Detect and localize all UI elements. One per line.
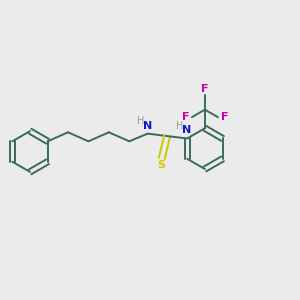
Text: F: F xyxy=(201,84,208,94)
Text: F: F xyxy=(221,112,228,122)
Text: H: H xyxy=(137,116,144,126)
Text: N: N xyxy=(182,125,191,135)
Text: S: S xyxy=(158,160,166,170)
Text: H: H xyxy=(176,121,183,131)
Text: N: N xyxy=(143,121,152,130)
Text: F: F xyxy=(182,112,189,122)
